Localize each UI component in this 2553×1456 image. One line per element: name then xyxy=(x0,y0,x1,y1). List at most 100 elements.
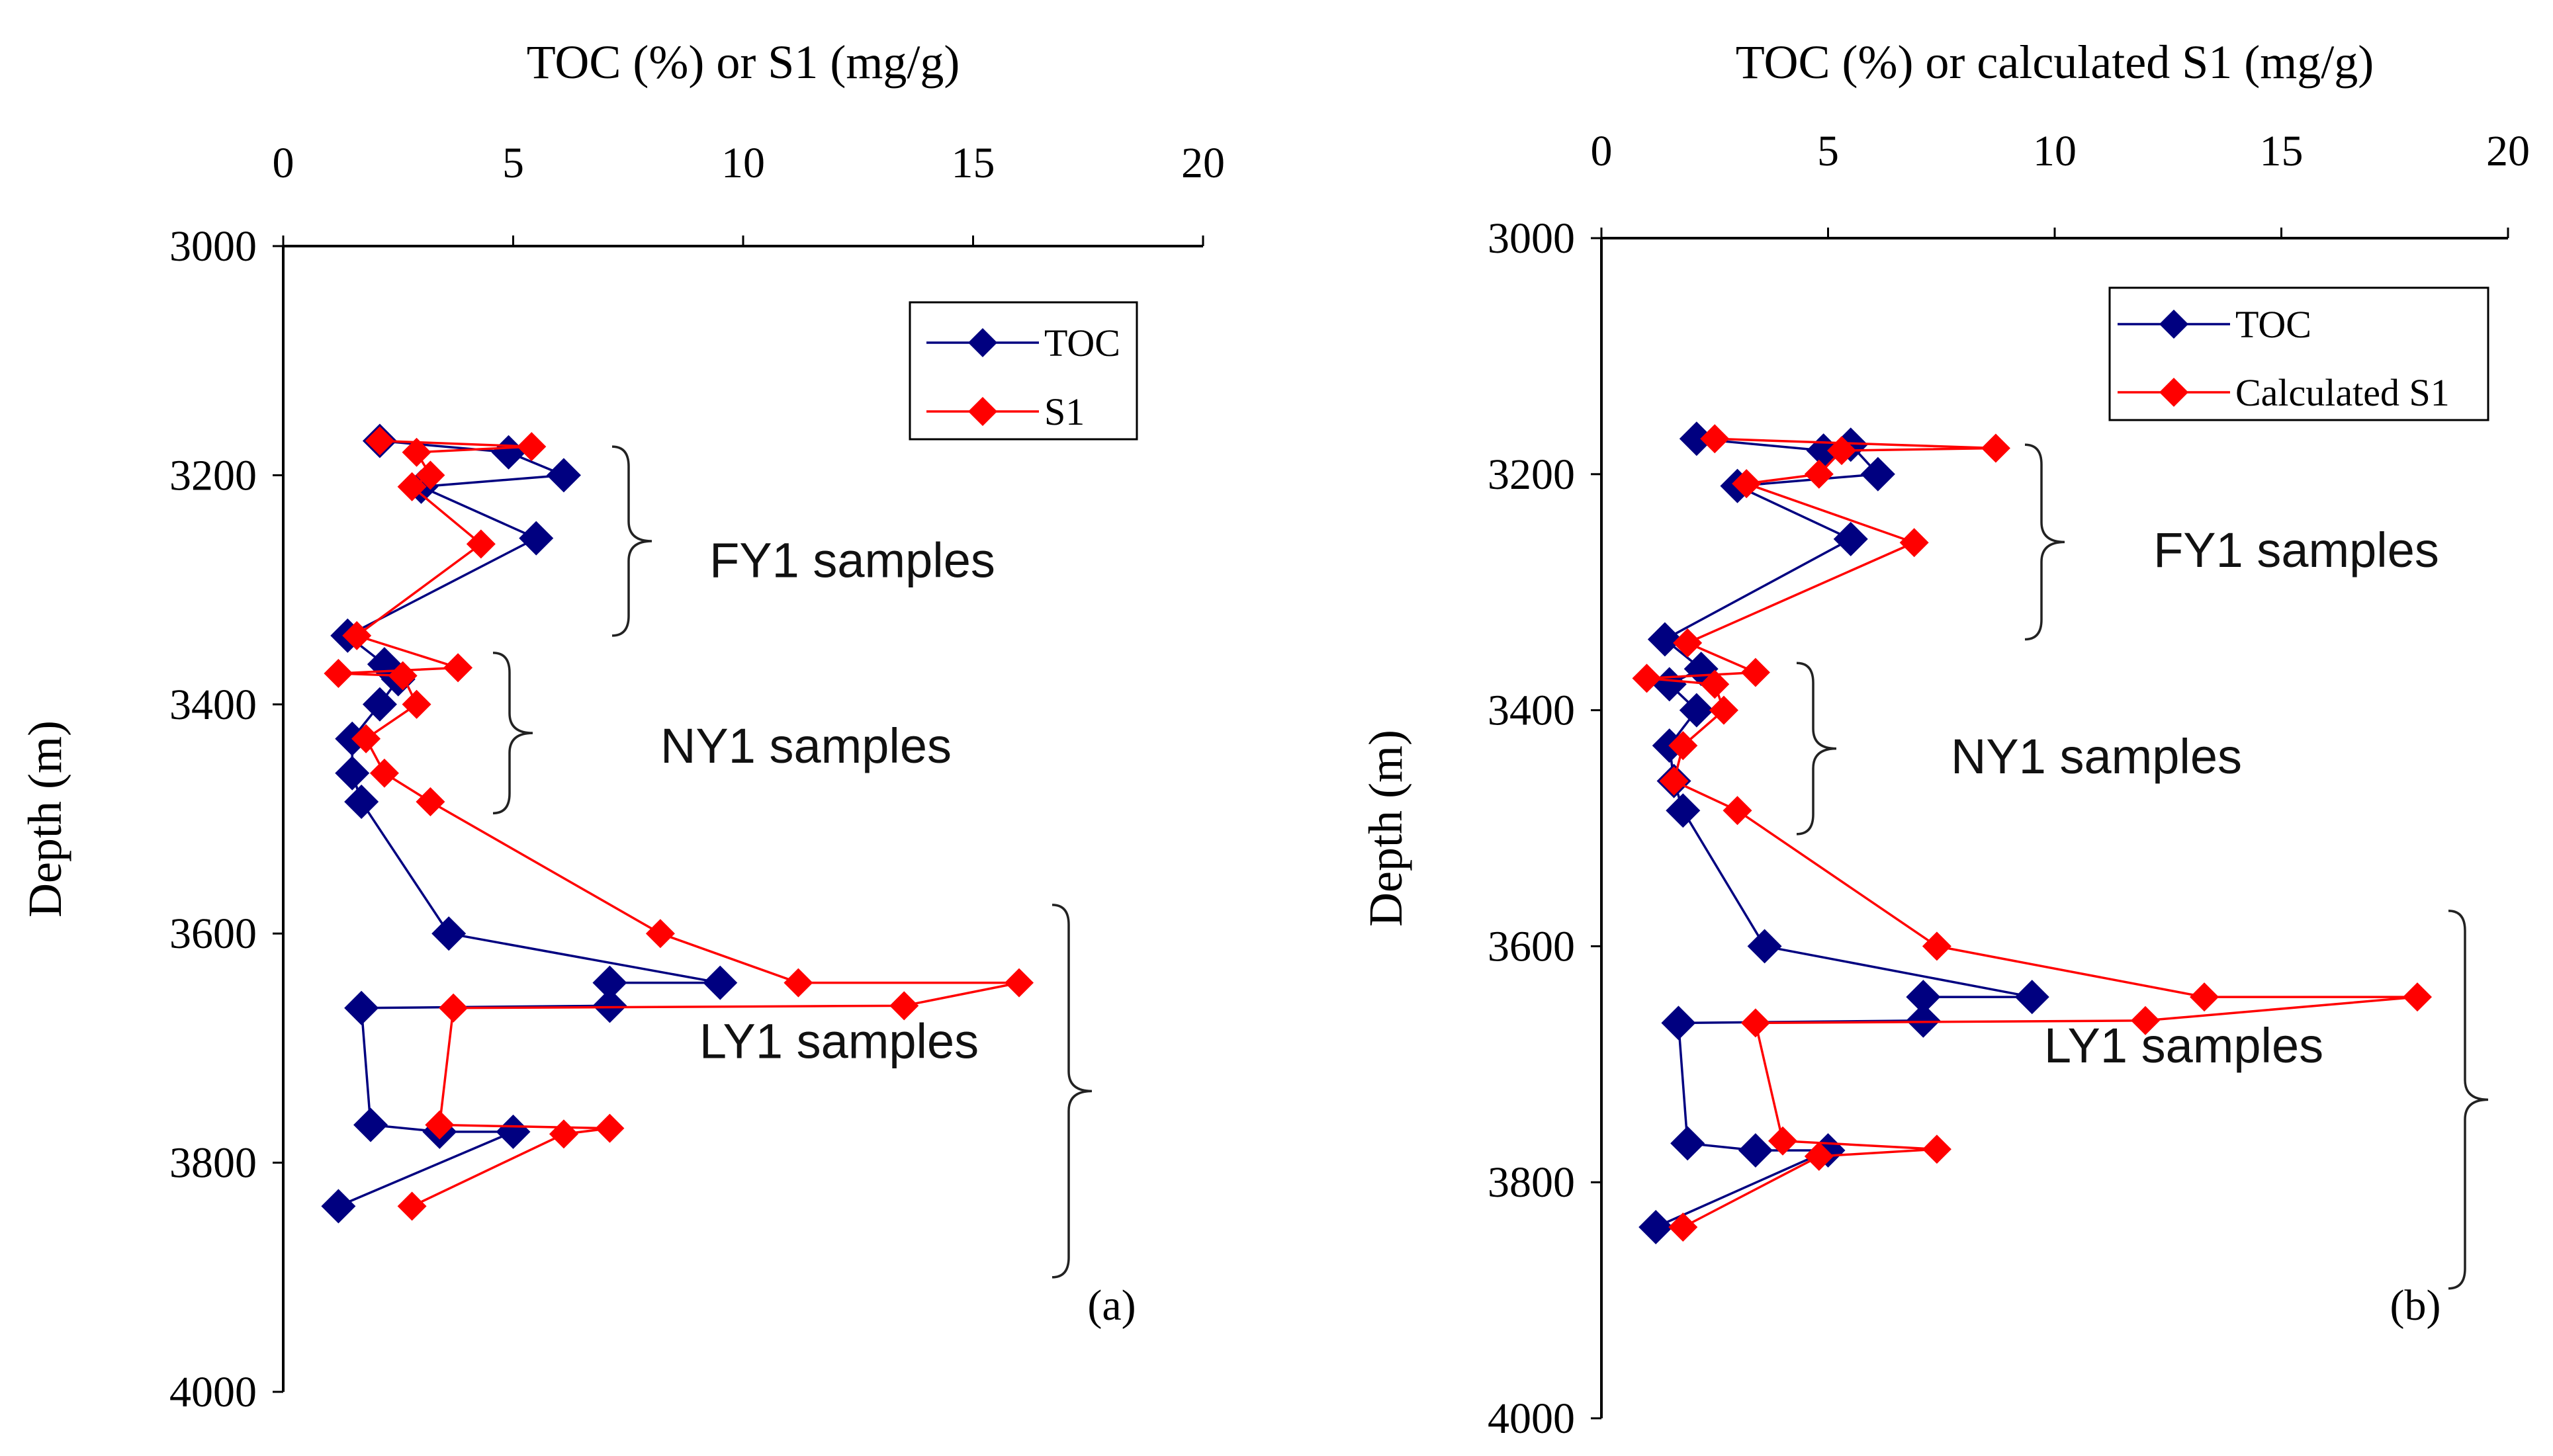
data-point-toc xyxy=(546,458,581,493)
data-point-s1 xyxy=(1632,664,1662,693)
data-point-toc xyxy=(2014,980,2049,1015)
data-point-s1 xyxy=(1659,766,1689,796)
data-point-toc xyxy=(344,990,379,1025)
annotation-label: FY1 samples xyxy=(709,533,995,587)
data-point-toc xyxy=(344,785,379,820)
x-tick-label: 0 xyxy=(273,139,294,187)
data-point-s1 xyxy=(2190,982,2219,1012)
data-point-s1 xyxy=(1768,1126,1797,1156)
data-point-s1 xyxy=(439,993,469,1023)
data-point-s1 xyxy=(1732,469,1762,499)
data-point-toc xyxy=(362,687,397,722)
data-point-s1 xyxy=(1922,931,1951,961)
x-tick-label: 20 xyxy=(1181,139,1225,187)
annotation-label: NY1 samples xyxy=(1951,729,2242,784)
data-point-toc xyxy=(1679,421,1714,456)
data-point-s1 xyxy=(365,426,394,456)
y-tick-label: 3800 xyxy=(1488,1158,1575,1207)
data-point-s1 xyxy=(549,1119,578,1149)
legend-label: TOC xyxy=(1044,321,1120,364)
legend-label: S1 xyxy=(1044,390,1085,433)
data-point-toc xyxy=(1670,1126,1705,1161)
data-point-s1 xyxy=(517,432,547,462)
bracket xyxy=(1796,662,1837,835)
y-tick-label: 3800 xyxy=(169,1139,257,1187)
data-point-s1 xyxy=(1740,658,1770,687)
data-point-s1 xyxy=(645,919,675,949)
data-point-s1 xyxy=(1899,528,1929,558)
bracket xyxy=(611,445,652,637)
y-tick-label: 3600 xyxy=(1488,922,1575,970)
chart-panel-a: TOC (%) or S1 (mg/g) 0 5 10 15 20 3000 3200 3400… xyxy=(19,36,1225,1416)
x-tick-label: 5 xyxy=(1817,127,1839,175)
annotation-label: LY1 samples xyxy=(2044,1018,2323,1073)
data-point-s1 xyxy=(595,1113,625,1143)
data-point-s1 xyxy=(1673,628,1703,658)
data-point-s1 xyxy=(1827,436,1857,466)
y-tick-label: 4000 xyxy=(1488,1394,1575,1443)
annotation-label: LY1 samples xyxy=(699,1014,979,1069)
data-point-toc xyxy=(491,435,526,470)
data-point-s1 xyxy=(342,621,372,650)
data-point-s1 xyxy=(1700,669,1730,699)
panel-label: (a) xyxy=(1087,1281,1136,1330)
data-point-s1 xyxy=(351,724,381,753)
y-tick-label: 3200 xyxy=(169,451,257,499)
data-point-toc xyxy=(1906,1003,1941,1038)
data-point-s1 xyxy=(1981,433,2010,463)
data-point-toc xyxy=(367,647,402,682)
data-point-toc xyxy=(321,1189,356,1224)
data-point-toc xyxy=(1647,622,1682,657)
data-point-s1 xyxy=(1668,731,1698,761)
x-axis-title: TOC (%) or S1 (mg/g) xyxy=(527,36,960,89)
data-point-toc xyxy=(1661,1006,1696,1041)
x-tick-label: 15 xyxy=(952,139,995,187)
y-tick-label: 3000 xyxy=(1488,214,1575,263)
y-tick-label: 3600 xyxy=(169,910,257,958)
data-point-s1 xyxy=(397,1191,427,1221)
legend-marker xyxy=(968,397,997,426)
bracket xyxy=(2448,910,2489,1290)
data-point-s1 xyxy=(1804,459,1834,489)
annotation-label: NY1 samples xyxy=(660,718,952,773)
legend-marker xyxy=(2159,310,2188,339)
data-point-toc xyxy=(1666,793,1701,828)
data-point-s1 xyxy=(1740,1008,1770,1038)
data-point-s1 xyxy=(402,689,431,719)
y-tick-label: 3400 xyxy=(169,681,257,729)
data-point-s1 xyxy=(1804,1141,1834,1171)
x-tick-label: 5 xyxy=(502,139,524,187)
data-point-s1 xyxy=(425,1110,455,1140)
data-point-s1 xyxy=(889,991,919,1021)
data-point-toc xyxy=(335,755,370,791)
legend-label: Calculated S1 xyxy=(2235,371,2450,414)
data-point-toc xyxy=(1683,652,1719,687)
y-tick-label: 4000 xyxy=(169,1368,257,1416)
y-tick-label: 3000 xyxy=(169,222,257,271)
bracket xyxy=(2024,443,2065,641)
y-tick-label: 3200 xyxy=(1488,450,1575,499)
series-line-toc xyxy=(337,439,721,1208)
bracket xyxy=(492,652,533,815)
data-point-s1 xyxy=(1723,796,1752,826)
data-point-toc xyxy=(1906,980,1941,1015)
y-axis-title: Depth (m) xyxy=(19,720,71,918)
y-tick-label: 3400 xyxy=(1488,687,1575,735)
series-line-toc xyxy=(1655,437,2033,1228)
data-point-toc xyxy=(353,1107,388,1142)
annotation-label: FY1 samples xyxy=(2153,523,2439,578)
data-point-toc xyxy=(592,988,627,1023)
legend-label: TOC xyxy=(2235,303,2311,346)
x-tick-label: 10 xyxy=(2033,127,2077,175)
data-point-toc xyxy=(496,1114,531,1149)
legend-marker xyxy=(2159,378,2188,407)
data-point-s1 xyxy=(324,659,353,689)
data-point-s1 xyxy=(1668,1212,1698,1242)
chart-panel-b: TOC (%) or calculated S1 (mg/g) 0 5 10 15 20 3… xyxy=(1359,36,2530,1443)
legend-box xyxy=(909,301,1138,441)
x-tick-label: 20 xyxy=(2486,127,2530,175)
data-point-s1 xyxy=(388,661,418,691)
data-point-toc xyxy=(703,965,738,1000)
data-point-s1 xyxy=(369,758,399,788)
